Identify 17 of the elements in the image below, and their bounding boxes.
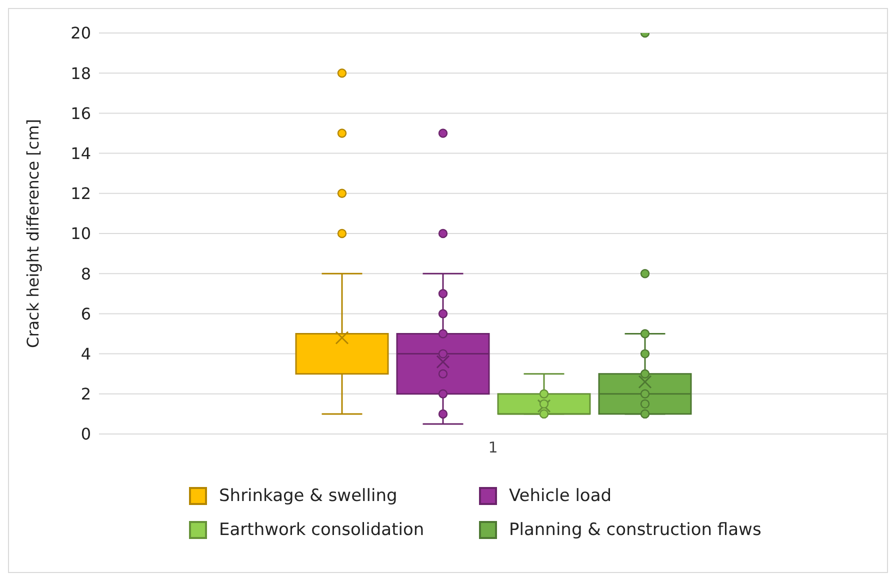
y-tick-label: 16 bbox=[70, 104, 91, 123]
legend-label: Vehicle load bbox=[509, 486, 612, 506]
y-tick-label: 18 bbox=[70, 64, 91, 83]
legend-label: Planning & construction flaws bbox=[509, 520, 762, 540]
x-tick-label: 1 bbox=[488, 438, 498, 457]
y-tick-label: 20 bbox=[70, 24, 91, 43]
y-axis-title: Crack height difference [cm] bbox=[24, 118, 43, 348]
legend-label: Earthwork consolidation bbox=[219, 520, 424, 540]
y-tick-label: 12 bbox=[70, 184, 91, 204]
y-tick-label: 0 bbox=[80, 424, 91, 444]
legend-label: Shrinkage & swelling bbox=[219, 486, 398, 506]
y-tick-label: 10 bbox=[70, 224, 91, 244]
y-tick-label: 14 bbox=[70, 144, 91, 163]
y-tick-label: 8 bbox=[80, 264, 91, 284]
y-tick-label: 6 bbox=[80, 304, 91, 324]
y-tick-label: 4 bbox=[80, 344, 91, 364]
y-tick-label: 2 bbox=[80, 384, 91, 404]
